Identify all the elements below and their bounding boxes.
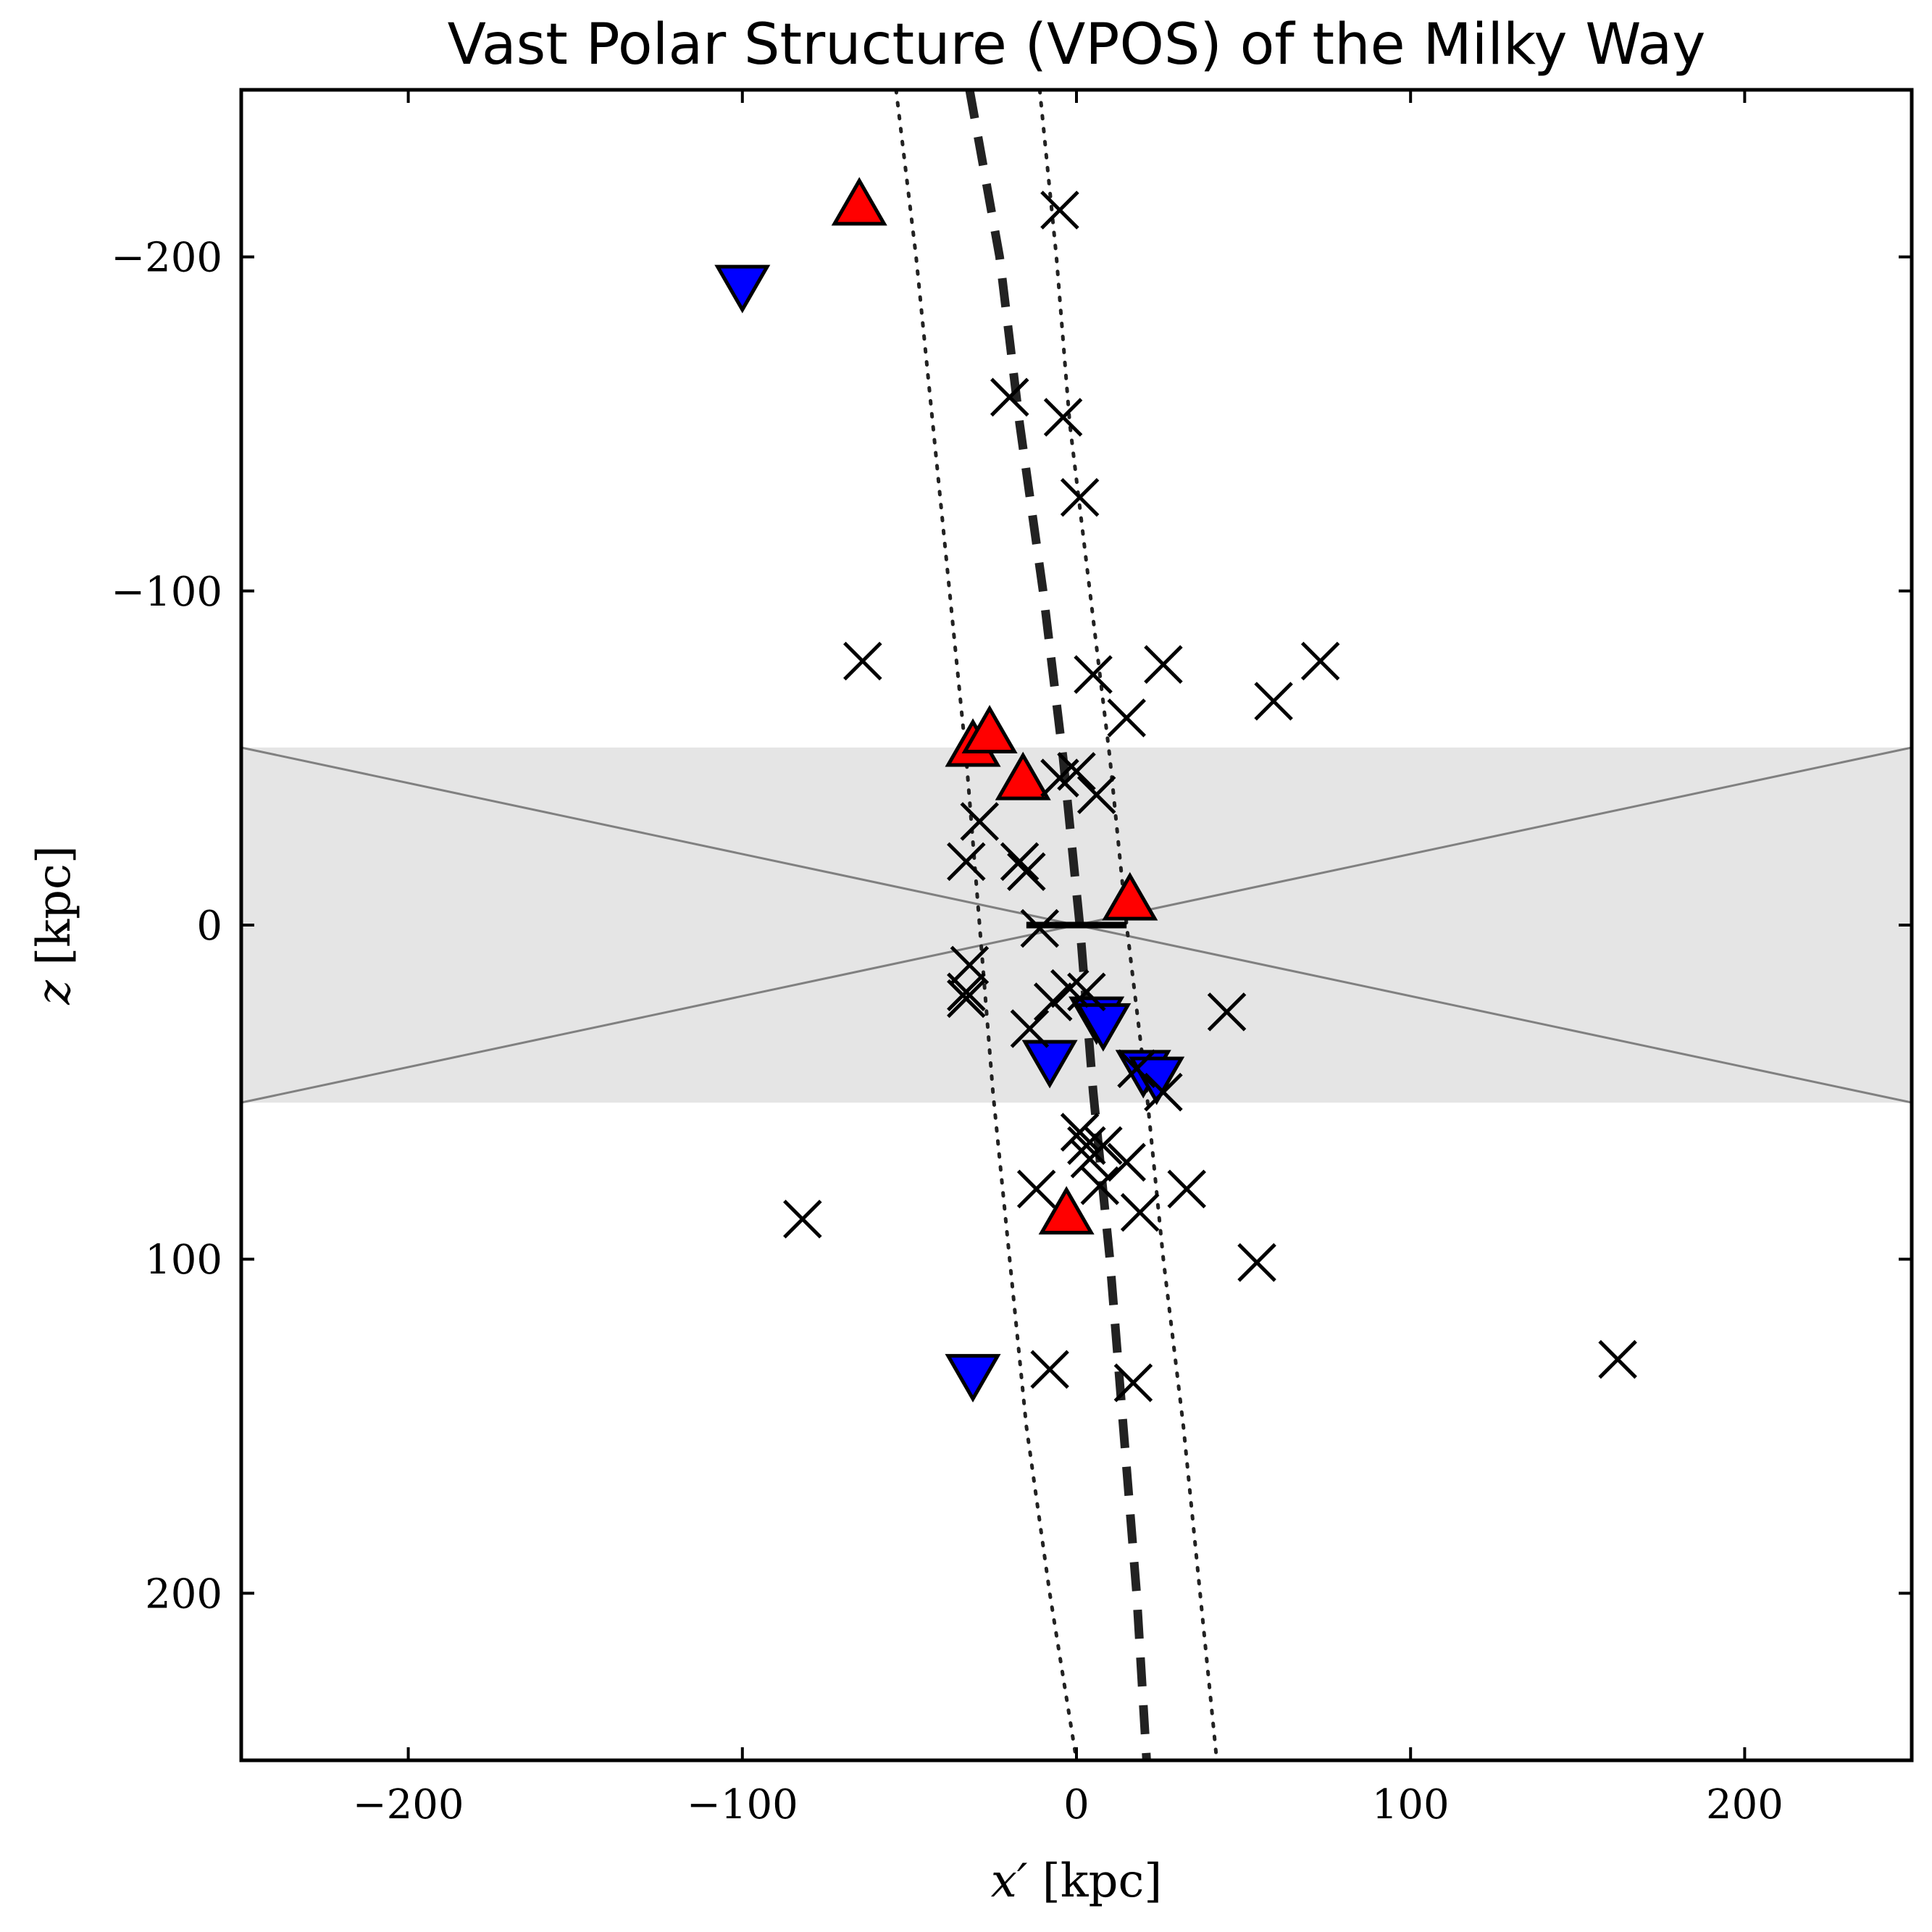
satellite-cross-marker bbox=[1144, 1072, 1183, 1112]
approaching-triangle-marker bbox=[1038, 1186, 1095, 1235]
satellite-cross-marker bbox=[1080, 1166, 1120, 1205]
x-axis-symbol: x′ bbox=[991, 1854, 1028, 1908]
y-tick-label: −200 bbox=[111, 235, 222, 282]
satellite-marker-layer bbox=[714, 177, 1637, 1403]
satellite-cross-marker bbox=[960, 802, 1000, 841]
satellite-cross-marker bbox=[1237, 1243, 1276, 1282]
satellite-cross-marker bbox=[1010, 1009, 1050, 1048]
satellite-cross-marker bbox=[843, 641, 882, 681]
y-axis-symbol: z bbox=[28, 979, 81, 1005]
satellite-cross-marker bbox=[1254, 682, 1293, 721]
satellite-cross-marker bbox=[1067, 1126, 1106, 1166]
satellite-cross-marker bbox=[947, 979, 986, 1019]
y-tick-label: 200 bbox=[145, 1571, 222, 1618]
satellite-cross-marker bbox=[1033, 982, 1073, 1021]
satellite-cross-marker bbox=[1074, 655, 1113, 694]
satellite-cross-marker bbox=[1300, 641, 1340, 681]
satellite-cross-marker bbox=[1117, 1049, 1156, 1089]
satellite-cross-marker bbox=[1120, 1192, 1160, 1232]
y-tick-label: −100 bbox=[111, 569, 222, 616]
approaching-triangle-marker bbox=[961, 705, 1018, 754]
satellite-cross-marker bbox=[1043, 398, 1083, 437]
satellite-cross-marker bbox=[990, 377, 1029, 417]
satellite-cross-marker bbox=[947, 972, 986, 1012]
satellite-cross-marker bbox=[1598, 1339, 1637, 1379]
satellite-cross-marker bbox=[1107, 698, 1146, 737]
satellite-cross-marker bbox=[1020, 908, 1060, 948]
y-axis-label: z [kpc] bbox=[28, 845, 81, 1005]
satellite-cross-marker bbox=[1060, 477, 1100, 517]
satellite-cross-marker bbox=[1057, 752, 1096, 791]
receding-triangle-marker bbox=[714, 264, 771, 314]
satellite-cross-marker bbox=[1070, 1139, 1110, 1179]
vpos-plane-center bbox=[965, 90, 1151, 1760]
approaching-triangle-marker bbox=[995, 751, 1051, 800]
satellite-cross-marker bbox=[783, 1200, 822, 1239]
satellite-cross-marker bbox=[947, 842, 986, 882]
x-tick-label: 100 bbox=[1372, 1781, 1450, 1828]
series-x bbox=[783, 191, 1637, 1402]
satellite-cross-marker bbox=[1060, 1113, 1100, 1152]
x-axis-unit: [kpc] bbox=[1027, 1854, 1162, 1908]
plot-frame bbox=[239, 88, 1914, 1762]
receding-triangle-marker bbox=[1021, 1040, 1078, 1089]
receding-triangle-marker bbox=[945, 1354, 1001, 1403]
plot-area bbox=[241, 90, 1912, 1760]
x-tick-label: −100 bbox=[687, 1781, 798, 1828]
x-tick-label: −200 bbox=[353, 1781, 464, 1828]
x-tick-label: 0 bbox=[1063, 1781, 1090, 1828]
approaching-triangle-marker bbox=[1102, 871, 1158, 921]
satellite-cross-marker bbox=[1016, 1169, 1056, 1209]
satellite-cross-marker bbox=[1000, 842, 1040, 882]
satellite-cross-marker bbox=[1007, 852, 1046, 891]
chart-title: Vast Polar Structure (VPOS) of the Milky… bbox=[448, 12, 1706, 78]
vpos-plane-edge-left bbox=[894, 90, 1079, 1760]
satellite-cross-marker bbox=[1076, 775, 1116, 814]
satellite-cross-marker bbox=[1207, 992, 1247, 1032]
satellite-cross-marker bbox=[1040, 191, 1079, 230]
satellite-cross-marker bbox=[1030, 1350, 1069, 1389]
x-axis-label: x′ [kpc] bbox=[991, 1854, 1163, 1908]
axis-ticks: −200 −100 0 100 200 −200 −100 0 100 200 bbox=[111, 90, 1912, 1828]
satellite-cross-marker bbox=[1067, 972, 1106, 1012]
satellite-cross-marker bbox=[1167, 1169, 1206, 1209]
receding-triangle-marker bbox=[1075, 1003, 1132, 1052]
series-triangle-up bbox=[831, 177, 1158, 1235]
y-tick-label: 100 bbox=[145, 1237, 222, 1284]
satellite-cross-marker bbox=[1050, 969, 1090, 1008]
receding-triangle-marker bbox=[1129, 1056, 1185, 1105]
y-tick-label: 0 bbox=[196, 903, 222, 950]
satellite-cross-marker bbox=[1144, 645, 1183, 685]
y-axis-unit: [kpc] bbox=[28, 845, 81, 980]
approaching-triangle-marker bbox=[831, 177, 887, 226]
satellite-cross-marker bbox=[1107, 1142, 1146, 1182]
satellite-cross-marker bbox=[1113, 1363, 1153, 1402]
x-tick-label: 200 bbox=[1706, 1781, 1783, 1828]
